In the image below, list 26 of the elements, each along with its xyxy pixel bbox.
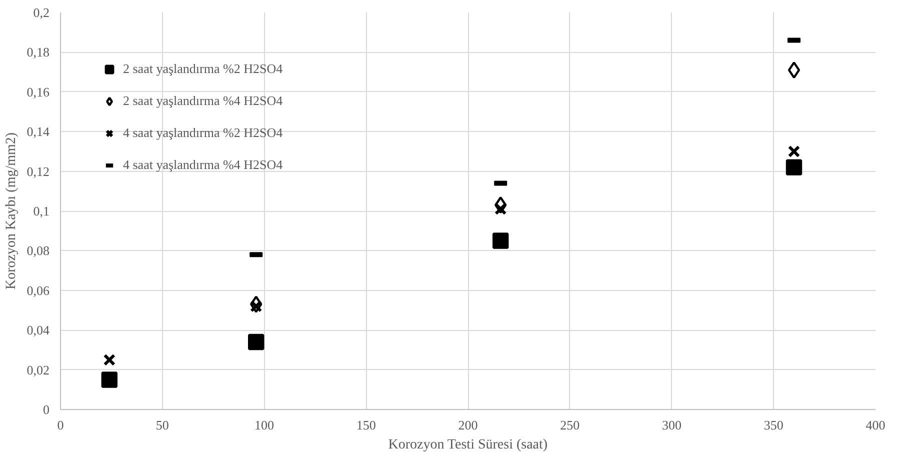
y-tick-label: 0,02 <box>26 362 50 378</box>
y-tick-label: 0,16 <box>26 84 50 100</box>
x-tick-label: 300 <box>662 418 682 432</box>
x-tick-label: 250 <box>560 418 580 432</box>
y-tick-label: 0,14 <box>26 124 50 140</box>
x-tick-label: 150 <box>356 418 376 432</box>
y-tick-label: 0,18 <box>26 44 50 60</box>
y-tick-label: 0,06 <box>26 282 50 298</box>
legend-label: 4 saat yaşlandırma %4 H2SO4 <box>123 157 283 173</box>
legend-label: 4 saat yaşlandırma %2 H2SO4 <box>123 125 283 141</box>
legend-label: 2 saat yaşlandırma %4 H2SO4 <box>123 93 283 109</box>
legend-label: 2 saat yaşlandırma %2 H2SO4 <box>123 61 283 77</box>
y-tick-label: 0,2 <box>33 5 50 20</box>
x-tick-label: 50 <box>156 418 169 432</box>
x-tick-label: 350 <box>764 418 784 432</box>
x-tick-label: 400 <box>866 418 886 432</box>
x-axis-title: Korozyon Testi Süresi (saat) <box>388 438 548 452</box>
y-tick-label: 0 <box>43 402 50 417</box>
x-tick-label: 100 <box>254 418 274 432</box>
y-axis-title: Korozyon Kaybı (mg/mm2) <box>4 132 19 290</box>
y-tick-label: 0,04 <box>26 322 50 338</box>
y-tick-label: 0,12 <box>26 164 50 179</box>
x-tick-label: 200 <box>458 418 478 432</box>
x-tick-label: 0 <box>57 418 64 432</box>
y-tick-label: 0,08 <box>26 243 50 258</box>
y-tick-label: 0,1 <box>33 204 50 218</box>
